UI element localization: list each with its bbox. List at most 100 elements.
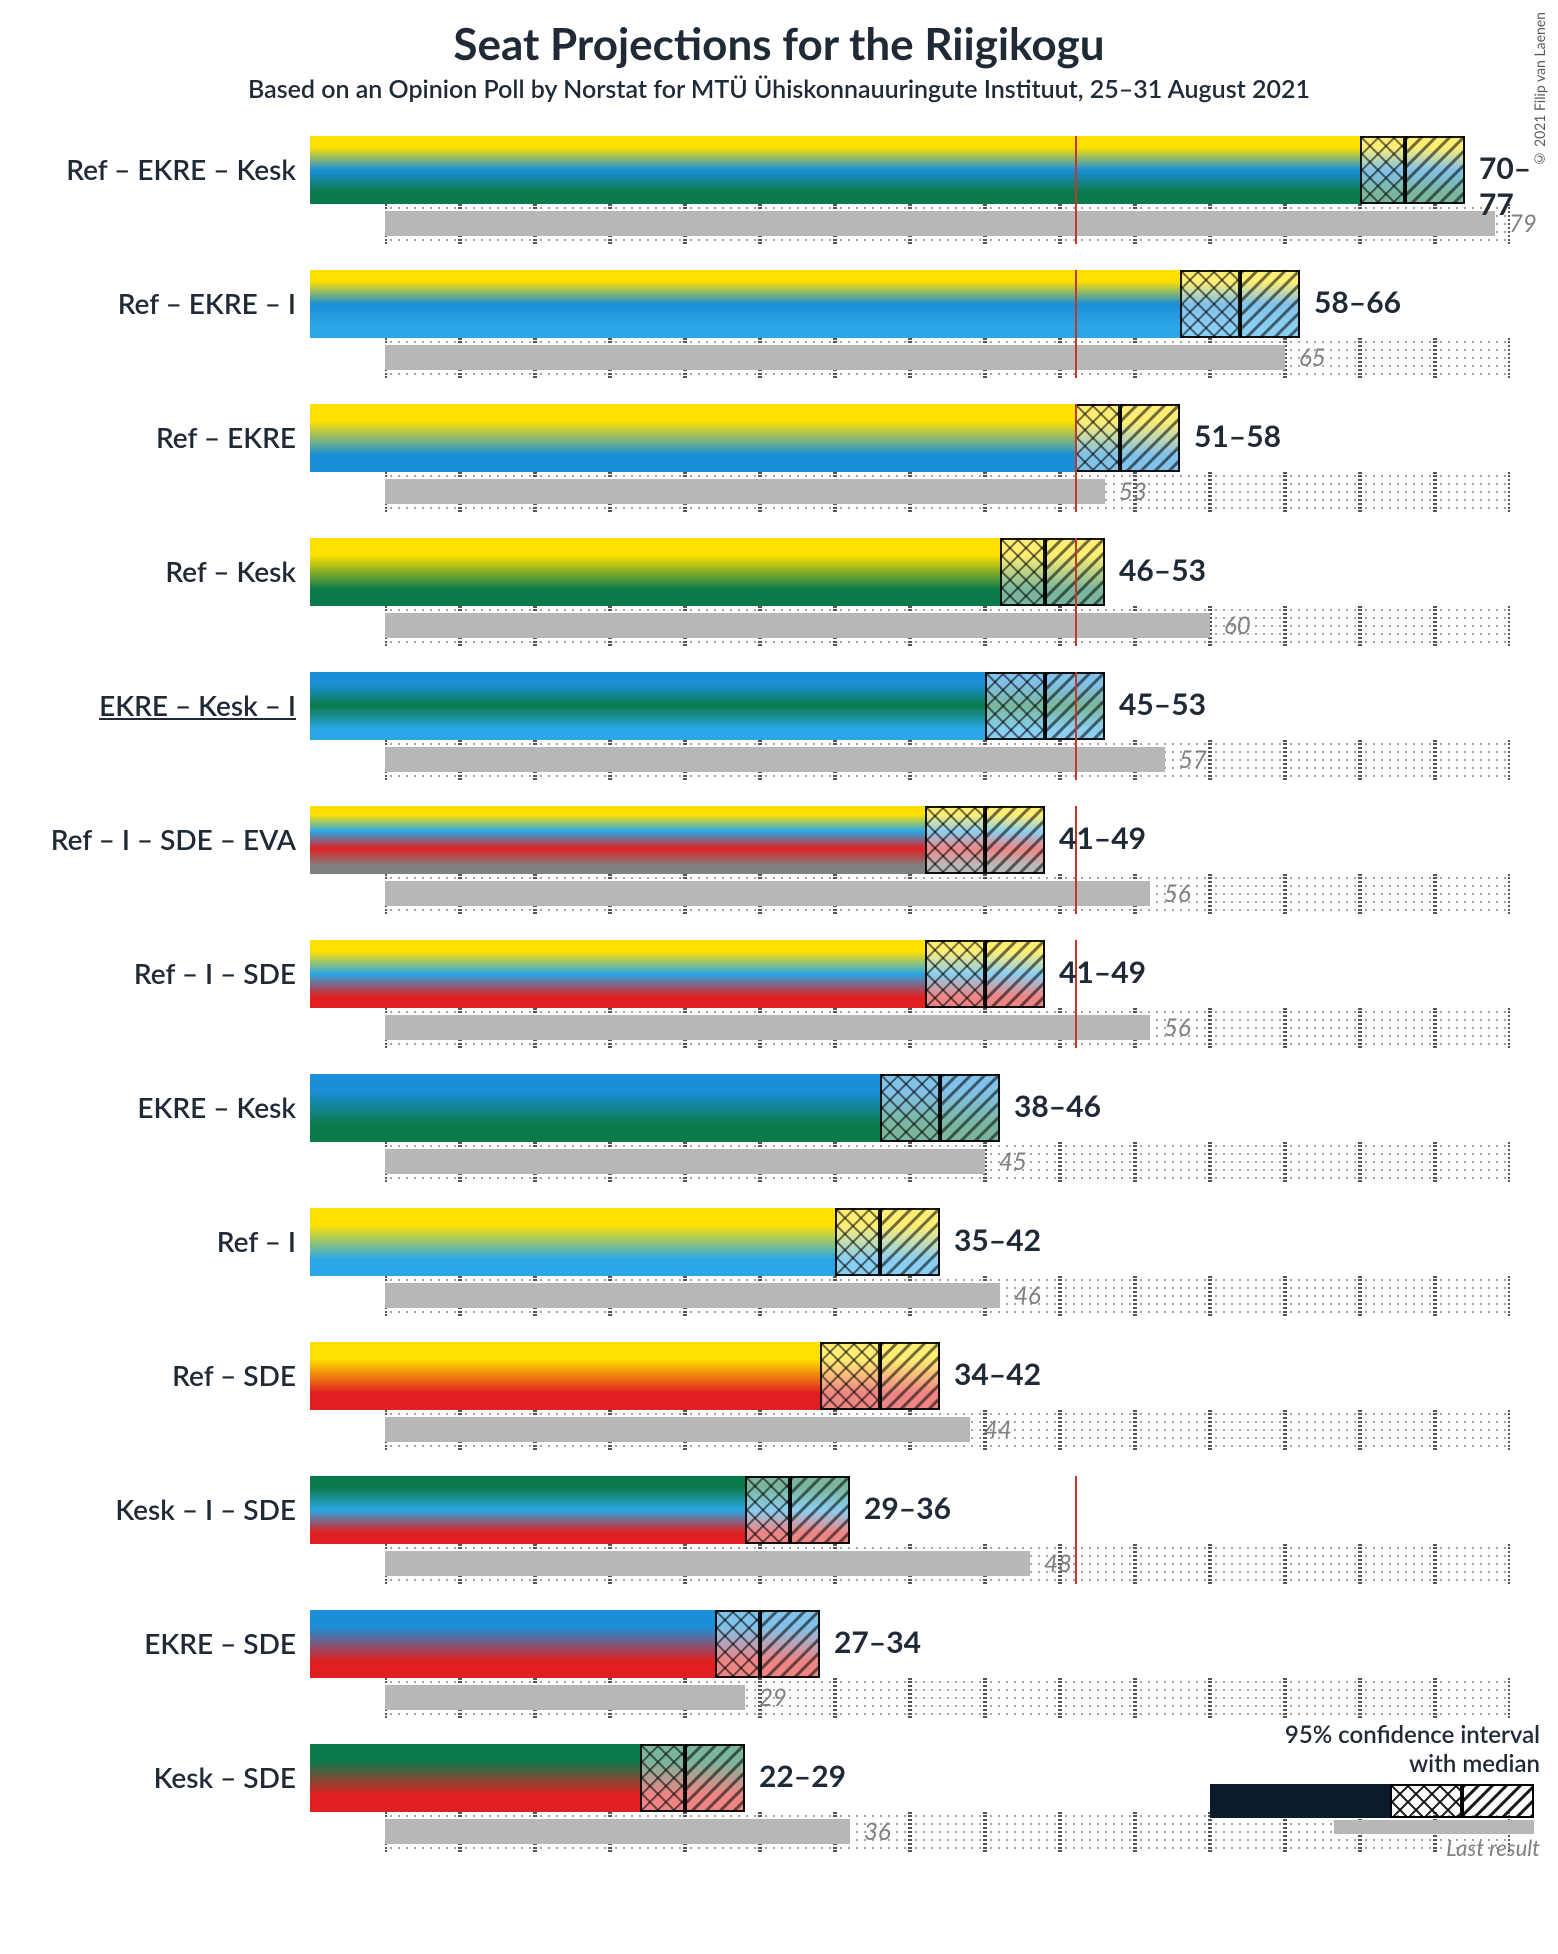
last-result-bar [385, 747, 1165, 772]
legend-solid-bar [1210, 1784, 1390, 1818]
ci-upper-hatch [880, 1342, 940, 1410]
ci-lower-hatch [925, 940, 985, 1008]
grid-cell [1285, 874, 1360, 914]
median-line [985, 806, 987, 874]
last-result-label: 36 [864, 1817, 891, 1846]
ci-upper-hatch [685, 1744, 745, 1812]
grid-cell [1360, 472, 1435, 512]
projection-bar [310, 270, 1300, 338]
ci-upper-hatch [985, 940, 1045, 1008]
coalition-label: Ref – EKRE – I [0, 286, 296, 320]
grid-cell [1210, 472, 1285, 512]
coalition-label: EKRE – Kesk [0, 1090, 296, 1124]
ci-lower-hatch [880, 1074, 940, 1142]
projection-bar [310, 404, 1180, 472]
last-result-bar [385, 345, 1285, 370]
median-line [790, 1476, 792, 1544]
grid-cell [1135, 1142, 1210, 1182]
last-result-label: 57 [1179, 745, 1207, 774]
ci-lower-hatch [835, 1208, 880, 1276]
coalition-label: Ref – EKRE – Kesk [0, 152, 296, 186]
ci-upper-hatch [790, 1476, 850, 1544]
grid-cell [1435, 1008, 1510, 1048]
grid-cell [1285, 606, 1360, 646]
grid-cell [1360, 1678, 1435, 1718]
last-result-label: 53 [1119, 477, 1147, 506]
legend-ci-line2: with median [1200, 1749, 1540, 1778]
grid-cell [910, 1812, 985, 1852]
plot-area: 70–777958–666551–585346–536045–535741–49… [310, 120, 1540, 1910]
ci-lower-hatch [925, 806, 985, 874]
range-label: 34–42 [954, 1356, 1041, 1392]
legend-diagonal-hatch [1462, 1784, 1534, 1818]
ci-lower-hatch [1000, 538, 1045, 606]
median-line [880, 1342, 882, 1410]
ci-upper-hatch [985, 806, 1045, 874]
last-result-label: 48 [1044, 1549, 1072, 1578]
majority-threshold-line [1075, 404, 1077, 512]
ci-lower-hatch [1075, 404, 1120, 472]
grid-cell [1060, 1276, 1135, 1316]
range-label: 51–58 [1194, 418, 1281, 454]
grid-cell [1435, 874, 1510, 914]
chart-canvas: Seat Projections for the Riigikogu Based… [0, 0, 1558, 1954]
grid-cell [1360, 1008, 1435, 1048]
range-label: 58–66 [1314, 284, 1401, 320]
coalition-label: EKRE – Kesk – I [0, 688, 296, 722]
grid-cell [1435, 1410, 1510, 1450]
range-label: 27–34 [834, 1624, 921, 1660]
ci-upper-hatch [1405, 136, 1465, 204]
last-result-label: 46 [1014, 1281, 1041, 1310]
ci-lower-hatch [715, 1610, 760, 1678]
last-result-bar [385, 1551, 1030, 1576]
grid-cell [1060, 1142, 1135, 1182]
coalition-label: Ref – I [0, 1224, 296, 1258]
median-line [880, 1208, 882, 1276]
grid-cell [1285, 1276, 1360, 1316]
majority-threshold-line [1075, 538, 1077, 646]
grid-cell [1285, 1142, 1360, 1182]
last-result-bar [385, 1149, 985, 1174]
median-line [685, 1744, 687, 1812]
median-line [1120, 404, 1122, 472]
range-label: 41–49 [1059, 820, 1146, 856]
grid-cell [1360, 1276, 1435, 1316]
median-line [1045, 538, 1047, 606]
projection-bar [310, 538, 1105, 606]
grid-cell [985, 1678, 1060, 1718]
coalition-label: Ref – SDE [0, 1358, 296, 1392]
grid-cell [1360, 740, 1435, 780]
grid-cell [1135, 1678, 1210, 1718]
grid-cell [1360, 606, 1435, 646]
chart-subtitle: Based on an Opinion Poll by Norstat for … [0, 74, 1558, 104]
grid-cell [835, 1678, 910, 1718]
last-result-bar [385, 479, 1105, 504]
grid-cell [1435, 740, 1510, 780]
median-line [940, 1074, 942, 1142]
range-label: 45–53 [1119, 686, 1206, 722]
grid-cell [1135, 1544, 1210, 1584]
coalition-label: Ref – I – SDE [0, 956, 296, 990]
grid-cell [910, 1678, 985, 1718]
last-result-label: 79 [1509, 209, 1537, 238]
ci-upper-hatch [1120, 404, 1180, 472]
median-line [985, 940, 987, 1008]
last-result-bar [385, 1283, 1000, 1308]
median-line [1405, 136, 1407, 204]
legend-cross-hatch [1390, 1784, 1462, 1818]
grid-cell [1210, 1410, 1285, 1450]
majority-threshold-line [1075, 136, 1077, 244]
grid-cell [1360, 874, 1435, 914]
grid-cell [1285, 1544, 1360, 1584]
ci-lower-hatch [640, 1744, 685, 1812]
coalition-label: Kesk – I – SDE [0, 1492, 296, 1526]
legend-ci-line1: 95% confidence interval [1200, 1720, 1540, 1749]
grid-cell [1435, 472, 1510, 512]
last-result-bar [385, 1417, 970, 1442]
last-result-label: 56 [1164, 1013, 1191, 1042]
grid-cell [1210, 874, 1285, 914]
legend-sample [1200, 1784, 1540, 1834]
range-label: 41–49 [1059, 954, 1146, 990]
range-label: 38–46 [1014, 1088, 1101, 1124]
last-result-label: 65 [1299, 343, 1326, 372]
